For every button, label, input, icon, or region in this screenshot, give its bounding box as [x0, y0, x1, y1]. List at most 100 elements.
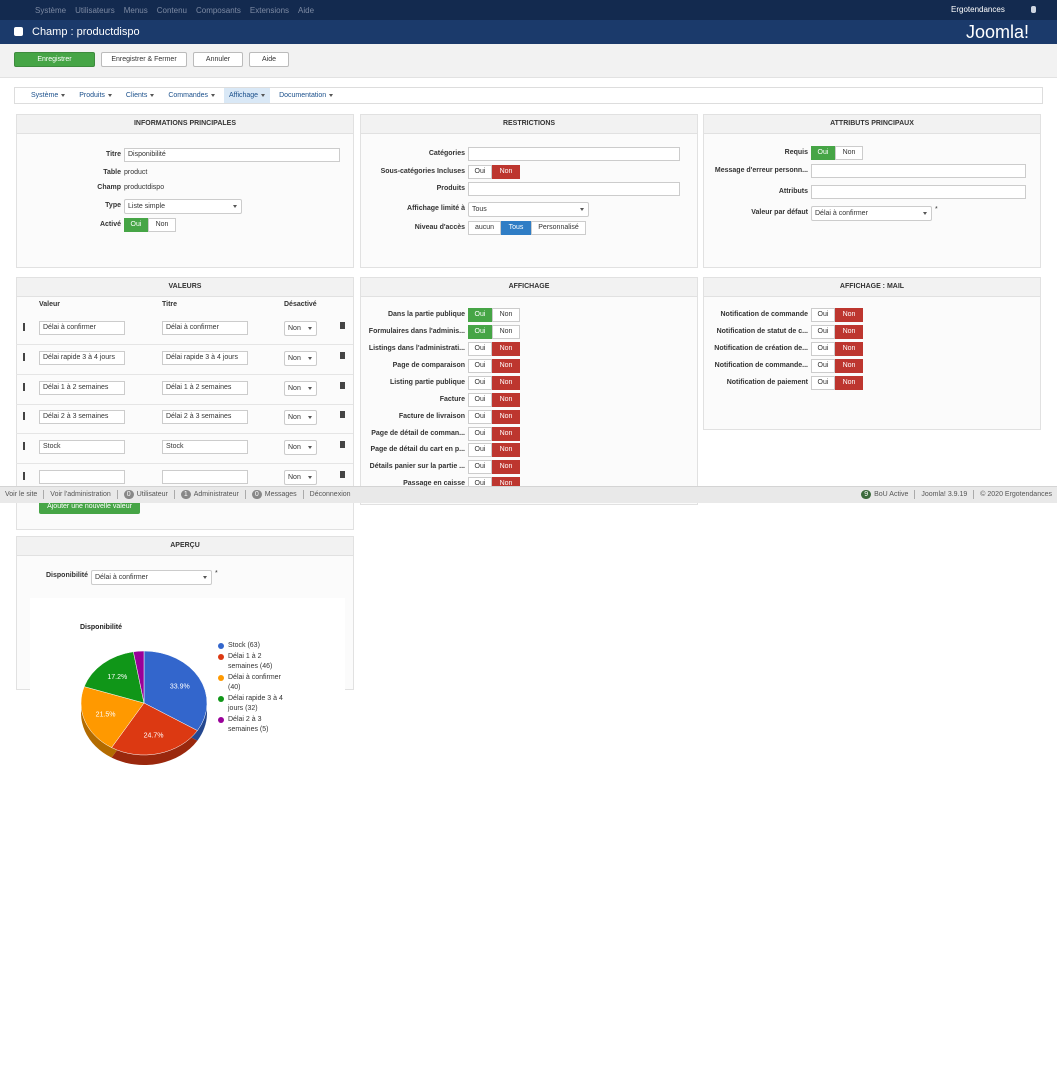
- delete-icon[interactable]: [340, 441, 345, 448]
- select[interactable]: Non: [284, 410, 317, 425]
- text-input[interactable]: [468, 182, 680, 196]
- drag-handle[interactable]: [23, 353, 25, 361]
- toggle-option[interactable]: Non: [835, 376, 863, 390]
- user-icon[interactable]: [1031, 6, 1036, 13]
- toggle-option[interactable]: Oui: [811, 376, 835, 390]
- select[interactable]: Délai à confirmer: [91, 570, 212, 585]
- site-link[interactable]: Ergotendances: [951, 5, 1005, 14]
- toolbar-button[interactable]: Annuler: [193, 52, 243, 67]
- toggle-option[interactable]: Non: [835, 342, 863, 356]
- text-input[interactable]: Délai rapide 3 à 4 jours: [162, 351, 248, 365]
- toggle-option[interactable]: Non: [492, 325, 520, 339]
- status-item[interactable]: 0 Utilisateur: [123, 490, 168, 499]
- drag-handle[interactable]: [23, 442, 25, 450]
- toggle-option[interactable]: Non: [492, 427, 520, 441]
- toggle-option[interactable]: Non: [492, 443, 520, 457]
- toggle-option[interactable]: Oui: [811, 342, 835, 356]
- select[interactable]: Non: [284, 440, 317, 455]
- status-item[interactable]: Voir l'administration: [50, 491, 110, 498]
- text-input[interactable]: Disponibilité: [124, 148, 340, 162]
- status-item[interactable]: Voir le site: [5, 491, 37, 498]
- toggle-option[interactable]: Oui: [811, 146, 835, 160]
- toggle-option[interactable]: Oui: [468, 410, 492, 424]
- status-item[interactable]: 1 Administrateur: [180, 490, 239, 499]
- toggle-option[interactable]: Oui: [811, 359, 835, 373]
- text-input[interactable]: Délai à confirmer: [162, 321, 248, 335]
- text-input[interactable]: [39, 470, 125, 484]
- toggle-option[interactable]: Personnalisé: [531, 221, 586, 235]
- toolbar-button[interactable]: Enregistrer & Fermer: [101, 52, 187, 67]
- select[interactable]: Non: [284, 351, 317, 366]
- toggle-option[interactable]: Oui: [468, 359, 492, 373]
- toggle-option[interactable]: Oui: [468, 325, 492, 339]
- status-item[interactable]: 0 Messages: [251, 490, 297, 499]
- submenu-item[interactable]: Documentation: [274, 88, 338, 103]
- delete-icon[interactable]: [340, 382, 345, 389]
- select[interactable]: Délai à confirmer: [811, 206, 932, 221]
- submenu-item[interactable]: Commandes: [163, 88, 220, 103]
- text-input[interactable]: Stock: [162, 440, 248, 454]
- status-item[interactable]: 9 BoU Active: [861, 490, 908, 499]
- delete-icon[interactable]: [340, 322, 345, 329]
- drag-handle[interactable]: [23, 412, 25, 420]
- toggle-option[interactable]: Non: [492, 342, 520, 356]
- select[interactable]: Non: [284, 381, 317, 396]
- text-input[interactable]: Délai à confirmer: [39, 321, 125, 335]
- text-input[interactable]: Délai 2 à 3 semaines: [39, 410, 125, 424]
- select[interactable]: Non: [284, 470, 317, 485]
- toggle-option[interactable]: Non: [835, 325, 863, 339]
- toggle-option[interactable]: Non: [492, 308, 520, 322]
- delete-icon[interactable]: [340, 352, 345, 359]
- text-input[interactable]: Délai 1 à 2 semaines: [162, 381, 248, 395]
- toggle-option[interactable]: Oui: [811, 308, 835, 322]
- top-menu-item[interactable]: Système: [35, 5, 67, 15]
- toggle-option[interactable]: Oui: [468, 427, 492, 441]
- delete-icon[interactable]: [340, 411, 345, 418]
- status-item[interactable]: Déconnexion: [310, 491, 351, 498]
- top-menu-item[interactable]: Menus: [123, 5, 148, 15]
- toggle-option[interactable]: Oui: [468, 443, 492, 457]
- text-input[interactable]: Stock: [39, 440, 125, 454]
- toggle-option[interactable]: Non: [148, 218, 176, 232]
- select[interactable]: Tous: [468, 202, 589, 217]
- toggle-option[interactable]: aucun: [468, 221, 501, 235]
- toggle-option[interactable]: Non: [835, 308, 863, 322]
- toggle-option[interactable]: Non: [492, 165, 520, 179]
- submenu-item[interactable]: Produits: [74, 88, 117, 103]
- select[interactable]: Non: [284, 321, 317, 336]
- text-input[interactable]: [162, 470, 248, 484]
- toggle-option[interactable]: Oui: [468, 308, 492, 322]
- text-input[interactable]: Délai rapide 3 à 4 jours: [39, 351, 125, 365]
- toggle-option[interactable]: Non: [492, 393, 520, 407]
- top-menu-item[interactable]: Utilisateurs: [75, 5, 115, 15]
- toggle-option[interactable]: Oui: [468, 460, 492, 474]
- toggle-option[interactable]: Non: [492, 460, 520, 474]
- text-input[interactable]: Délai 2 à 3 semaines: [162, 410, 248, 424]
- toggle-option[interactable]: Non: [492, 410, 520, 424]
- toggle-option[interactable]: Non: [492, 376, 520, 390]
- select[interactable]: Liste simple: [124, 199, 242, 214]
- toggle-option[interactable]: Oui: [468, 342, 492, 356]
- text-input[interactable]: [468, 147, 680, 161]
- toolbar-button[interactable]: Enregistrer: [14, 52, 95, 67]
- submenu-item[interactable]: Clients: [121, 88, 159, 103]
- status-item[interactable]: © 2020 Ergotendances: [980, 491, 1052, 498]
- toggle-option[interactable]: Non: [835, 146, 863, 160]
- toggle-option[interactable]: Non: [492, 359, 520, 373]
- text-input[interactable]: [811, 164, 1026, 178]
- top-menu-item[interactable]: Extensions: [249, 5, 290, 15]
- top-menu-item[interactable]: Contenu: [156, 5, 187, 15]
- drag-handle[interactable]: [23, 323, 25, 331]
- submenu-item[interactable]: Système: [26, 88, 70, 103]
- status-item[interactable]: Joomla! 3.9.19: [921, 491, 967, 498]
- top-menu-item[interactable]: Composants: [195, 5, 241, 15]
- submenu-item[interactable]: Affichage: [224, 88, 271, 103]
- toolbar-button[interactable]: Aide: [249, 52, 289, 67]
- toggle-option[interactable]: Oui: [468, 393, 492, 407]
- delete-icon[interactable]: [340, 471, 345, 478]
- toggle-option[interactable]: Oui: [811, 325, 835, 339]
- toggle-option[interactable]: Oui: [468, 376, 492, 390]
- drag-handle[interactable]: [23, 383, 25, 391]
- top-menu-item[interactable]: Aide: [298, 5, 315, 15]
- text-input[interactable]: [811, 185, 1026, 199]
